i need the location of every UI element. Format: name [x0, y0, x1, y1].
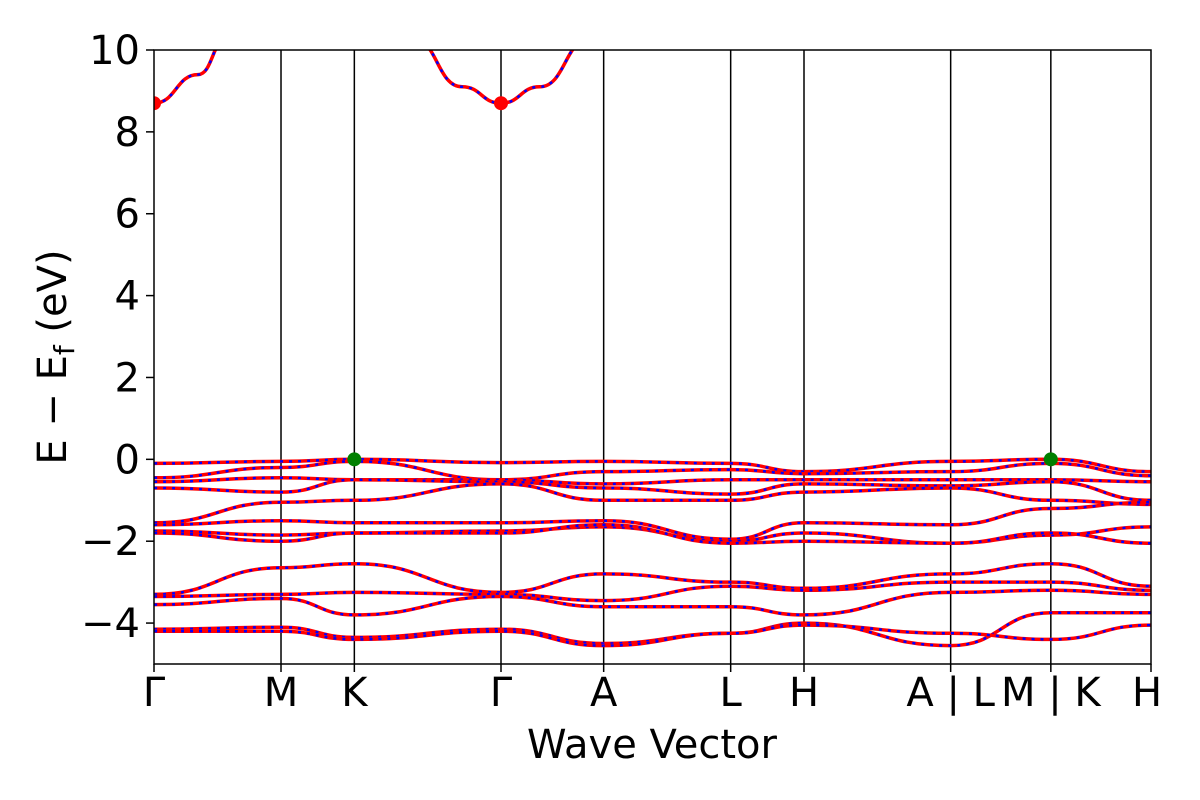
- x-tick-label-3: Γ: [490, 670, 513, 716]
- y-axis-ticks: 10 8 6 4 2 0 −2 −4: [81, 28, 154, 647]
- plot-frame: [153, 49, 1152, 665]
- band-line-dashed-6: [154, 482, 1151, 525]
- y-tick-label-6: −2: [81, 519, 140, 565]
- cbm-marker-1: [493, 96, 508, 111]
- vbm-marker-3: [1043, 452, 1058, 467]
- y-tick-label-5: 0: [115, 437, 140, 483]
- y-tick-label-1: 8: [115, 110, 140, 156]
- band-line-dashed-0: [154, 50, 217, 105]
- y-axis-label-main: E − E: [30, 355, 76, 465]
- band-line-dashed-2: [154, 458, 1151, 473]
- extremum-markers: [154, 96, 1058, 467]
- y-tick-label-0: 10: [89, 28, 140, 74]
- band-line-dashed-11: [154, 580, 1151, 602]
- y-axis-label-unit: (eV): [30, 249, 76, 345]
- vbm-marker-2: [347, 452, 362, 467]
- y-tick-label-7: −4: [81, 601, 140, 647]
- x-tick-label-4: A: [590, 670, 618, 716]
- band-line-5: [154, 478, 1151, 503]
- y-tick-label-2: 6: [115, 192, 140, 238]
- x-tick-label-9: H: [1132, 670, 1162, 716]
- y-axis-label: E − Ef (eV): [30, 249, 81, 464]
- kpath-divider-lines: [280, 50, 1052, 664]
- y-tick-label-3: 4: [115, 274, 140, 320]
- band-line-dashed-3: [154, 460, 1151, 482]
- x-tick-label-5: L: [720, 670, 743, 716]
- band-line-4: [154, 476, 1151, 486]
- x-tick-label-2: K: [341, 670, 369, 716]
- x-tick-label-6: H: [789, 670, 819, 716]
- x-tick-label-7: A | L: [906, 670, 995, 716]
- band-line-10: [154, 561, 1151, 597]
- band-line-dashed-12: [154, 589, 1151, 617]
- x-axis-label: Wave Vector: [527, 722, 778, 768]
- band-line-dashed-14: [154, 623, 1151, 647]
- y-axis-label-subscript: f: [48, 344, 81, 355]
- cbm-marker-0: [154, 96, 161, 111]
- y-tick-label-4: 2: [115, 355, 140, 401]
- x-tick-label-8: M | K: [1001, 670, 1102, 716]
- x-tick-label-0: Γ: [143, 670, 166, 716]
- x-tick-label-1: M: [264, 670, 299, 716]
- band-line-9: [154, 523, 1151, 545]
- band-line-dashed-7: [154, 501, 1151, 541]
